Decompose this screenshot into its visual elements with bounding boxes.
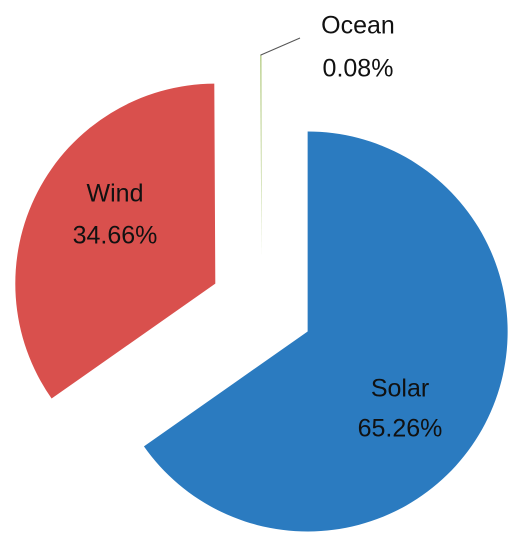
slice-value-label: 65.26% — [358, 415, 443, 443]
slice-value-label: 34.66% — [73, 222, 158, 250]
pie-slice — [260, 55, 262, 256]
slice-category-label: Wind — [87, 180, 144, 208]
pie-slice — [143, 131, 508, 532]
pie-slice — [15, 83, 216, 399]
leader-line — [260, 37, 301, 56]
slice-category-label: Solar — [371, 375, 429, 403]
slice-category-label: Ocean — [321, 12, 395, 40]
slice-value-label: 0.08% — [323, 55, 394, 83]
